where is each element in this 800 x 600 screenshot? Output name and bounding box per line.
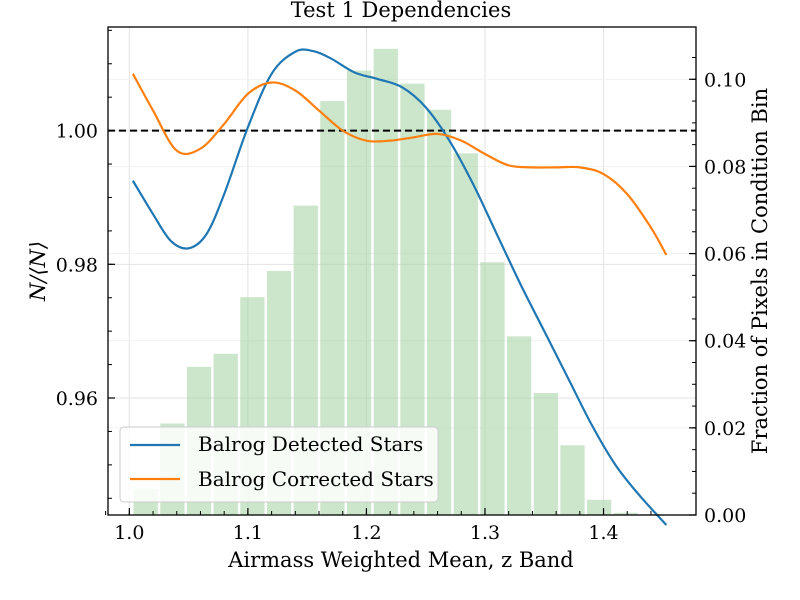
axis-ticks: 1.0 1.1 1.2 1.3 1.4 0.96 0.98 1.00 0.00 0.02 0.04 0… [56,29,746,544]
y-axis-title: N/⟨N⟩ [26,241,50,302]
x-axis-title: Airmass Weighted Mean, z Band [227,548,574,572]
series-line-detected [131,48,668,526]
y2-tick-label: 0.08 [704,156,746,178]
series-line-corrected [131,73,668,256]
histogram-bar [560,445,585,515]
y-tick-label: 0.96 [56,388,98,410]
y2-tick-label: 0.04 [704,331,746,353]
y-tick-label: 0.98 [56,254,98,276]
plot-frame [107,26,697,516]
histogram-bar [587,499,612,515]
chart-title: Test 1 Dependencies [291,0,511,22]
x-tick-label: 1.4 [588,522,618,544]
x-tick-label: 1.0 [114,522,144,544]
histogram-bar [453,153,478,515]
x-tick-label: 1.2 [351,522,381,544]
y-tick-label: 1.00 [56,121,98,143]
y2-tick-label: 0.06 [704,244,746,266]
histogram-bar [613,512,638,515]
series-lines [131,48,668,526]
legend: Balrog Detected Stars Balrog Corrected S… [119,426,439,503]
y2-tick-label: 0.02 [704,418,746,440]
legend-box [119,426,439,503]
legend-label-detected: Balrog Detected Stars [198,432,423,456]
histogram-bar [506,336,532,515]
legend-label-corrected: Balrog Corrected Stars [198,467,434,491]
x-tick-label: 1.1 [233,522,263,544]
x-tick-label: 1.3 [470,522,500,544]
histogram-bar [533,393,558,515]
y2-tick-label: 0.10 [704,69,746,91]
y2-axis-title: Fraction of Pixels in Condition Bin [748,88,772,454]
histogram-bar [480,262,505,515]
y2-tick-label: 0.00 [704,505,746,527]
